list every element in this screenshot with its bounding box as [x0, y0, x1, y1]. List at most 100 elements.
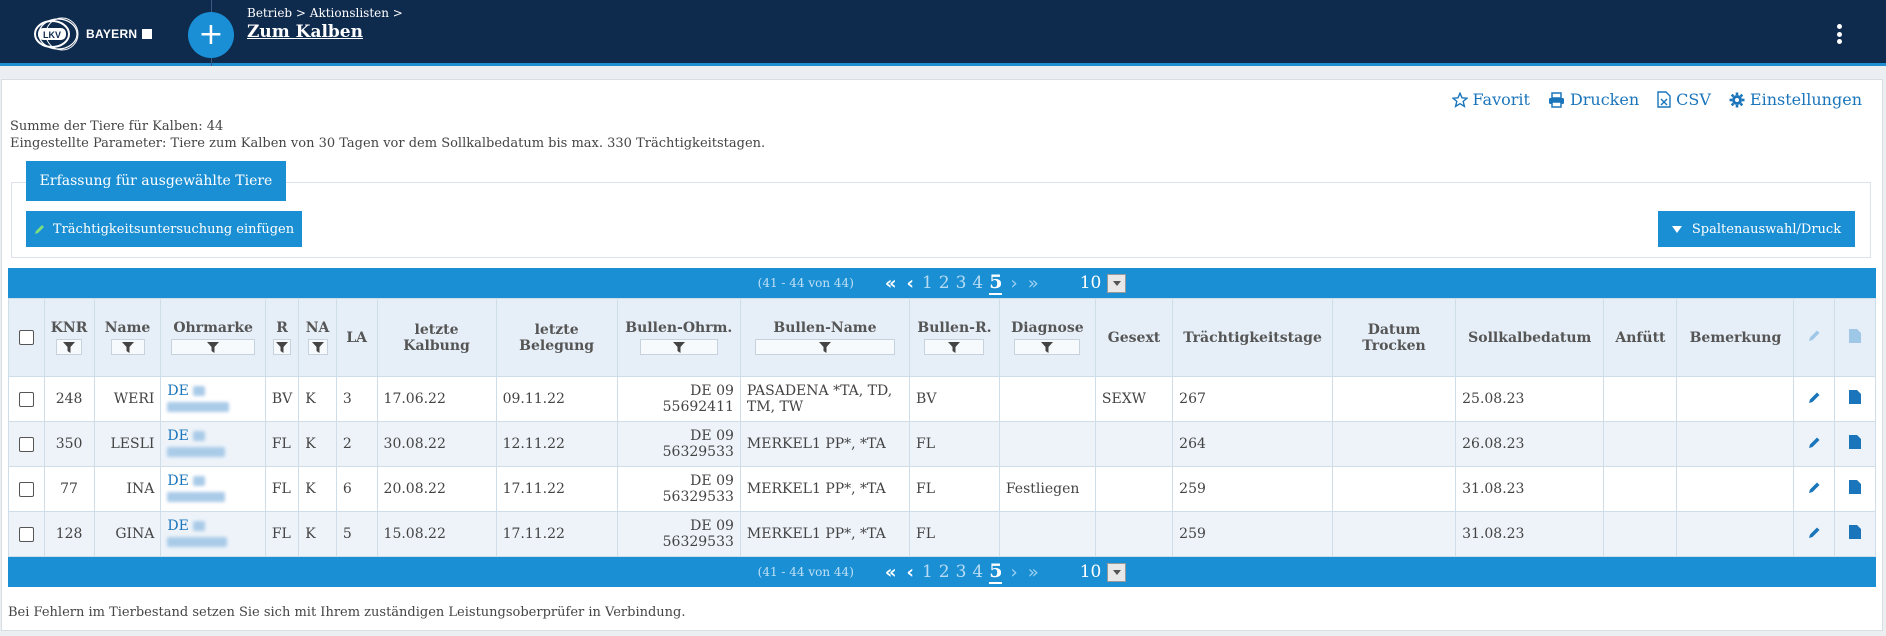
filter-icon[interactable]: [56, 339, 83, 355]
bullen-ohrm-line2: 56329533: [662, 489, 734, 505]
document-icon[interactable]: [1849, 390, 1862, 408]
col-anfuett[interactable]: Anfütt: [1603, 298, 1678, 377]
col-la[interactable]: LA: [335, 298, 378, 377]
document-cell[interactable]: [1834, 466, 1876, 512]
page-link-3[interactable]: 3: [955, 562, 967, 582]
drucken-button[interactable]: Drucken: [1548, 90, 1639, 109]
first-page-icon[interactable]: «: [884, 272, 897, 294]
next-page-icon[interactable]: ›: [1010, 561, 1018, 583]
cell-ohrmarke[interactable]: DE: [160, 511, 266, 557]
pencil-icon[interactable]: [1808, 482, 1821, 498]
row-checkbox[interactable]: [18, 481, 34, 497]
einstellungen-button[interactable]: Einstellungen: [1729, 90, 1862, 109]
select-all-checkbox[interactable]: [18, 330, 34, 345]
ohrmarke-link[interactable]: DE: [167, 428, 189, 444]
col-letzte-kalbung[interactable]: letzte Kalbung: [376, 298, 497, 377]
col-knr[interactable]: KNR: [43, 298, 95, 377]
cell-ohrmarke[interactable]: DE: [160, 466, 266, 512]
filter-icon[interactable]: [924, 339, 985, 355]
page-size-value[interactable]: 10: [1079, 273, 1102, 293]
col-bemerkung[interactable]: Bemerkung: [1676, 298, 1795, 377]
edit-cell[interactable]: [1793, 376, 1836, 422]
pencil-icon[interactable]: [1808, 437, 1821, 453]
page-size-value[interactable]: 10: [1079, 562, 1102, 582]
row-checkbox[interactable]: [18, 526, 34, 542]
edit-cell[interactable]: [1793, 421, 1836, 467]
next-page-icon[interactable]: ›: [1010, 272, 1018, 294]
document-cell[interactable]: [1834, 421, 1876, 467]
traechtigkeitsuntersuchung-button[interactable]: Trächtigkeitsuntersuchung einfügen: [26, 211, 302, 247]
cell-ohrmarke[interactable]: DE: [160, 376, 266, 422]
table-row[interactable]: 350 LESLI DE FL K 2 30.08.22 12.11.22 DE 09 5632…: [8, 421, 1876, 467]
col-na[interactable]: NA: [298, 298, 337, 377]
table-row[interactable]: 128 GINA DE FL K 5 15.08.22 17.11.22 DE 09 56329…: [8, 511, 1876, 557]
first-page-icon[interactable]: «: [884, 561, 897, 583]
page-link-2[interactable]: 2: [938, 562, 950, 582]
document-cell[interactable]: [1834, 511, 1876, 557]
page-link-5-active[interactable]: 5: [989, 560, 1003, 584]
ohrmarke-link[interactable]: DE: [167, 383, 189, 399]
filter-icon[interactable]: [639, 339, 718, 355]
filter-icon[interactable]: [754, 339, 895, 355]
lkv-bayern-logo[interactable]: LKV BAYERN: [32, 14, 153, 54]
page-title[interactable]: Zum Kalben: [247, 22, 363, 42]
page-link-4[interactable]: 4: [972, 562, 984, 582]
col-traechtigkeitstage[interactable]: Trächtigkeitstage: [1172, 298, 1333, 377]
last-page-icon[interactable]: »: [1027, 272, 1039, 294]
col-bullen-name[interactable]: Bullen-Name: [739, 298, 911, 377]
filter-icon[interactable]: [171, 339, 256, 355]
bullen-ohrm-line2: 55692411: [662, 399, 734, 415]
page-link-1[interactable]: 1: [921, 273, 933, 293]
col-r[interactable]: R: [264, 298, 300, 377]
col-bullen-ohrm[interactable]: Bullen-Ohrm.: [616, 298, 741, 377]
document-icon[interactable]: [1849, 480, 1862, 498]
redacted-mark: [167, 537, 228, 547]
filter-icon[interactable]: [273, 339, 292, 355]
breadcrumb[interactable]: Betrieb > Aktionslisten >: [247, 6, 403, 20]
col-sollkalbedatum[interactable]: Sollkalbedatum: [1455, 298, 1605, 377]
col-gesext[interactable]: Gesext: [1094, 298, 1174, 377]
prev-page-icon[interactable]: ‹: [906, 272, 914, 294]
ohrmarke-link[interactable]: DE: [167, 518, 189, 534]
col-datum-trocken[interactable]: Datum Trocken: [1331, 298, 1457, 377]
filter-icon[interactable]: [110, 339, 145, 355]
page-link-1[interactable]: 1: [921, 562, 933, 582]
spaltenauswahl-button[interactable]: Spaltenauswahl/Druck: [1658, 211, 1855, 247]
edit-cell[interactable]: [1793, 466, 1836, 512]
table-row[interactable]: 248 WERI DE BV K 3 17.06.22 09.11.22 DE 09 55692…: [8, 376, 1876, 422]
cell-ohrmarke[interactable]: DE: [160, 421, 266, 467]
cell-bullen-name: PASADENA *TA, TD, TM, TW: [739, 376, 911, 422]
erfassung-button[interactable]: Erfassung für ausgewählte Tiere: [26, 161, 286, 201]
page-size-dropdown[interactable]: [1107, 562, 1127, 582]
csv-button[interactable]: CSV: [1657, 90, 1711, 109]
row-checkbox[interactable]: [18, 391, 34, 407]
page-link-5-active[interactable]: 5: [989, 271, 1003, 295]
page-link-4[interactable]: 4: [972, 273, 984, 293]
cell-la: 6: [335, 466, 378, 512]
filter-icon[interactable]: [307, 339, 328, 355]
last-page-icon[interactable]: »: [1027, 561, 1039, 583]
ohrmarke-link[interactable]: DE: [167, 473, 189, 489]
col-ohrmarke[interactable]: Ohrmarke: [160, 298, 266, 377]
cell-name: INA: [93, 466, 162, 512]
pencil-icon[interactable]: [1808, 392, 1821, 408]
document-icon[interactable]: [1849, 435, 1862, 453]
pencil-icon[interactable]: [1808, 527, 1821, 543]
page-link-3[interactable]: 3: [955, 273, 967, 293]
col-name[interactable]: Name: [93, 298, 162, 377]
favorit-button[interactable]: Favorit: [1451, 90, 1530, 109]
col-bullen-r[interactable]: Bullen-R.: [909, 298, 1000, 377]
more-menu-icon[interactable]: [1832, 20, 1846, 48]
document-cell[interactable]: [1834, 376, 1876, 422]
table-row[interactable]: 77 INA DE FL K 6 20.08.22 17.11.22 DE 09 5632953…: [8, 466, 1876, 512]
page-link-2[interactable]: 2: [938, 273, 950, 293]
prev-page-icon[interactable]: ‹: [906, 561, 914, 583]
add-button[interactable]: +: [188, 12, 234, 58]
col-letzte-belegung[interactable]: letzte Belegung: [495, 298, 618, 377]
page-size-dropdown[interactable]: [1107, 273, 1127, 293]
col-diagnose[interactable]: Diagnose: [998, 298, 1096, 377]
row-checkbox[interactable]: [18, 436, 34, 452]
document-icon[interactable]: [1849, 525, 1862, 543]
edit-cell[interactable]: [1793, 511, 1836, 557]
filter-icon[interactable]: [1014, 339, 1081, 355]
